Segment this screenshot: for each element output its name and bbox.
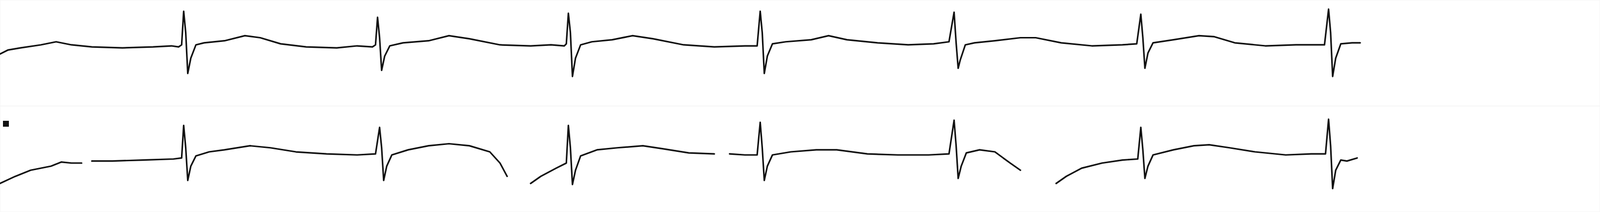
ecg-trace [0,9,1361,77]
plot-frame [0,0,1600,107]
chart-root [0,0,1600,212]
plot-frame [0,106,1600,212]
lead-marker [2,120,9,127]
ecg-trace [0,119,1358,189]
trace-row [0,106,1600,212]
plot-area [0,9,1361,77]
trace-row [0,0,1600,107]
plot-area [0,119,1358,189]
ecg-strip [0,0,1600,212]
